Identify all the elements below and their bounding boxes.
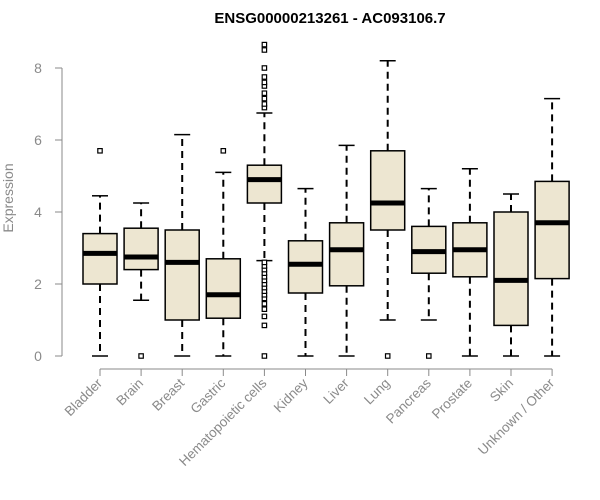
box-2 bbox=[164, 133, 200, 357]
iqr-box bbox=[328, 222, 365, 287]
box-9 bbox=[452, 168, 488, 357]
box-1 bbox=[123, 202, 159, 359]
outlier-point bbox=[261, 322, 268, 329]
iqr-box bbox=[82, 232, 118, 285]
outlier-point bbox=[261, 259, 268, 266]
iqr-box bbox=[246, 164, 283, 204]
boxes-group bbox=[82, 41, 570, 359]
iqr-box bbox=[287, 240, 324, 294]
y-axis-label: Expression bbox=[0, 163, 16, 232]
box-6 bbox=[328, 144, 365, 357]
outlier-point bbox=[384, 353, 391, 359]
outlier-point bbox=[261, 353, 268, 359]
outlier-point bbox=[97, 148, 103, 154]
box-3 bbox=[205, 148, 242, 357]
y-tick-label: 6 bbox=[34, 132, 42, 148]
outlier-point bbox=[261, 101, 268, 107]
outlier-point bbox=[138, 353, 144, 359]
outlier-point bbox=[261, 306, 268, 313]
outlier-point bbox=[261, 79, 268, 86]
iqr-box bbox=[369, 150, 406, 231]
chart-title: ENSG00000213261 - AC093106.7 bbox=[214, 10, 445, 27]
outlier-point bbox=[261, 65, 268, 71]
outlier-point bbox=[261, 90, 268, 97]
x-tick-label: Liver bbox=[320, 375, 352, 407]
iqr-box bbox=[205, 258, 242, 319]
iqr-box bbox=[164, 229, 200, 321]
box-0 bbox=[82, 148, 118, 357]
x-tick-label: Unknown / Other bbox=[475, 375, 558, 458]
y-axis: 0 2 4 6 8 bbox=[34, 60, 63, 364]
outlier-point bbox=[261, 74, 268, 80]
x-tick-label: Skin bbox=[487, 376, 516, 405]
outlier-point bbox=[261, 47, 268, 53]
outlier-point bbox=[261, 301, 268, 307]
y-tick-label: 0 bbox=[34, 348, 42, 364]
x-tick-label: Breast bbox=[149, 375, 187, 413]
outlier-point bbox=[220, 148, 227, 154]
outlier-point bbox=[261, 95, 268, 102]
x-tick-label: Kidney bbox=[271, 375, 311, 415]
outlier-point bbox=[261, 313, 268, 320]
y-tick-label: 4 bbox=[34, 204, 42, 220]
box-5 bbox=[287, 187, 324, 357]
x-tick-label: Lung bbox=[361, 376, 393, 408]
y-tick-label: 2 bbox=[34, 276, 42, 292]
box-10 bbox=[493, 193, 529, 357]
x-tick-label: Brain bbox=[113, 376, 146, 409]
x-tick-label: Bladder bbox=[62, 375, 106, 419]
outlier-point bbox=[261, 41, 268, 48]
x-tick-label: Prostate bbox=[429, 376, 475, 422]
iqr-box bbox=[534, 180, 570, 280]
iqr-box bbox=[123, 227, 159, 271]
outlier-point bbox=[426, 353, 432, 359]
box-7 bbox=[369, 60, 406, 359]
x-tick-label: Gastric bbox=[188, 375, 229, 416]
box-11 bbox=[534, 97, 570, 357]
box-4 bbox=[246, 41, 283, 359]
iqr-box bbox=[493, 211, 529, 327]
box-8 bbox=[411, 187, 447, 359]
x-tick-label: Pancreas bbox=[383, 375, 434, 426]
y-tick-label: 8 bbox=[34, 60, 42, 76]
